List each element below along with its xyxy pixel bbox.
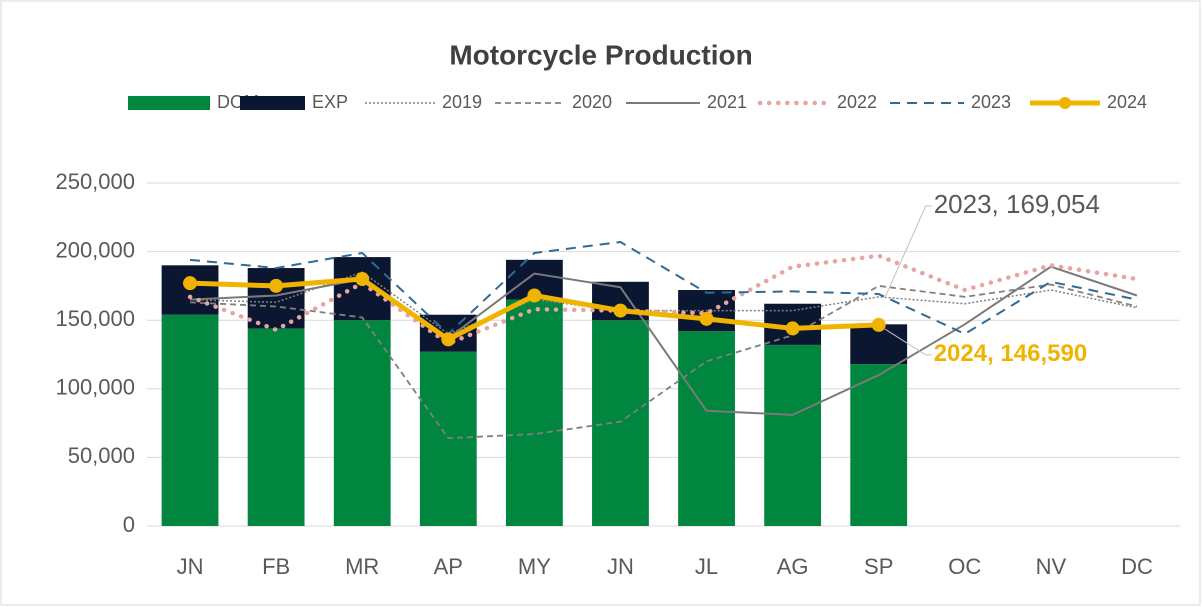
y-tick-label: 100,000 — [55, 375, 135, 400]
x-tick-label: JL — [695, 554, 718, 579]
y-tick-label: 150,000 — [55, 306, 135, 331]
legend-marker — [1059, 97, 1071, 109]
y-tick-label: 50,000 — [68, 443, 135, 468]
bar — [592, 320, 649, 526]
legend-swatch — [240, 96, 305, 110]
line-marker — [871, 317, 886, 332]
leader-line — [884, 328, 932, 356]
x-tick-label: MY — [518, 554, 551, 579]
line-series — [187, 253, 1140, 346]
legend-swatch — [128, 96, 210, 110]
line-marker — [699, 311, 714, 326]
bar — [850, 364, 908, 526]
line-marker — [527, 288, 542, 303]
x-tick-label: MR — [345, 554, 379, 579]
legend-label: 2024 — [1107, 92, 1147, 112]
bar — [333, 320, 391, 526]
x-tick-label: SP — [864, 554, 893, 579]
bar — [161, 314, 219, 526]
x-tick-label: JN — [607, 554, 634, 579]
y-tick-label: 200,000 — [55, 237, 135, 262]
x-tick-label: NV — [1036, 554, 1067, 579]
legend-label: 2023 — [971, 92, 1011, 112]
x-tick-label: JN — [177, 554, 204, 579]
x-tick-label: OC — [948, 554, 981, 579]
bar — [247, 328, 305, 526]
y-tick-label: 0 — [123, 512, 135, 537]
line-marker — [183, 276, 198, 291]
line-marker — [355, 272, 370, 287]
x-tick-label: DC — [1121, 554, 1153, 579]
bar — [764, 344, 822, 526]
line-marker — [613, 303, 628, 318]
line-marker — [785, 321, 800, 336]
line-marker — [269, 278, 284, 293]
bar — [505, 299, 563, 526]
legend-label: 2020 — [572, 92, 612, 112]
leader-line — [884, 205, 932, 299]
y-tick-label: 250,000 — [55, 169, 135, 194]
line-series — [189, 240, 1138, 335]
x-tick-label: FB — [262, 554, 290, 579]
legend-label: 2021 — [707, 92, 747, 112]
legend-label: EXP — [312, 92, 348, 112]
data-label: 2024, 146,590 — [934, 340, 1087, 367]
x-tick-label: AG — [777, 554, 809, 579]
chart-title: Motorcycle Production — [449, 39, 752, 70]
line-marker — [441, 332, 456, 347]
legend-label: 2019 — [442, 92, 482, 112]
legend-label: 2022 — [837, 92, 877, 112]
bar — [247, 268, 305, 329]
bar — [678, 331, 735, 526]
data-label: 2023, 169,054 — [934, 189, 1100, 219]
bar — [333, 257, 391, 321]
x-tick-label: AP — [434, 554, 463, 579]
